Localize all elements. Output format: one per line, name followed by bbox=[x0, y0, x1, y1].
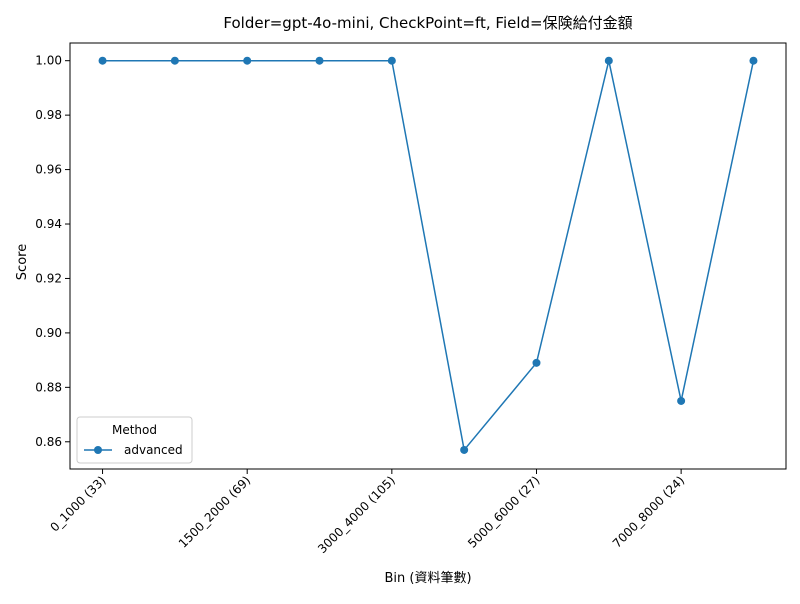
y-tick-label: 0.86 bbox=[35, 435, 62, 449]
legend-series-marker bbox=[94, 446, 102, 454]
data-point bbox=[98, 56, 107, 65]
y-tick-label: 0.98 bbox=[35, 108, 62, 122]
legend-series-label: advanced bbox=[124, 443, 183, 457]
axes-frame bbox=[69, 42, 787, 470]
series-line-advanced bbox=[102, 59, 755, 452]
data-point bbox=[460, 445, 469, 454]
x-tick-label: 0_1000 (33) bbox=[47, 473, 108, 534]
x-tick-label: 3000_4000 (105) bbox=[315, 473, 398, 556]
data-point bbox=[604, 56, 613, 65]
data-point bbox=[243, 56, 252, 65]
data-point bbox=[387, 56, 396, 65]
x-tick-label: 5000_6000 (27) bbox=[465, 473, 542, 550]
y-axis-label: Score bbox=[15, 244, 30, 280]
data-point bbox=[677, 396, 686, 405]
data-point bbox=[532, 358, 541, 367]
legend-box bbox=[76, 416, 193, 464]
legend: Method advanced bbox=[76, 416, 193, 464]
data-point bbox=[170, 56, 179, 65]
y-tick-label: 0.90 bbox=[35, 326, 62, 340]
x-tick-label: 1500_2000 (69) bbox=[176, 473, 253, 550]
y-tick-label: 0.96 bbox=[35, 163, 62, 177]
y-tick-label: 0.94 bbox=[35, 217, 62, 231]
data-point bbox=[749, 56, 758, 65]
y-tick-label: 0.88 bbox=[35, 380, 62, 394]
x-axis-label: Bin (資料筆數) bbox=[384, 571, 471, 586]
y-tick-label: 0.92 bbox=[35, 271, 62, 285]
y-tick-label: 1.00 bbox=[35, 54, 62, 68]
x-tick-label: 7000_8000 (24) bbox=[610, 473, 687, 550]
plot-area: 0.86 0.88 0.90 0.92 0.94 0.96 0.98 1.00 0_1000 (… bbox=[35, 42, 787, 556]
chart-title: Folder=gpt-4o-mini, CheckPoint=ft, Field… bbox=[223, 14, 632, 32]
legend-title: Method bbox=[112, 423, 157, 437]
data-point bbox=[315, 56, 324, 65]
